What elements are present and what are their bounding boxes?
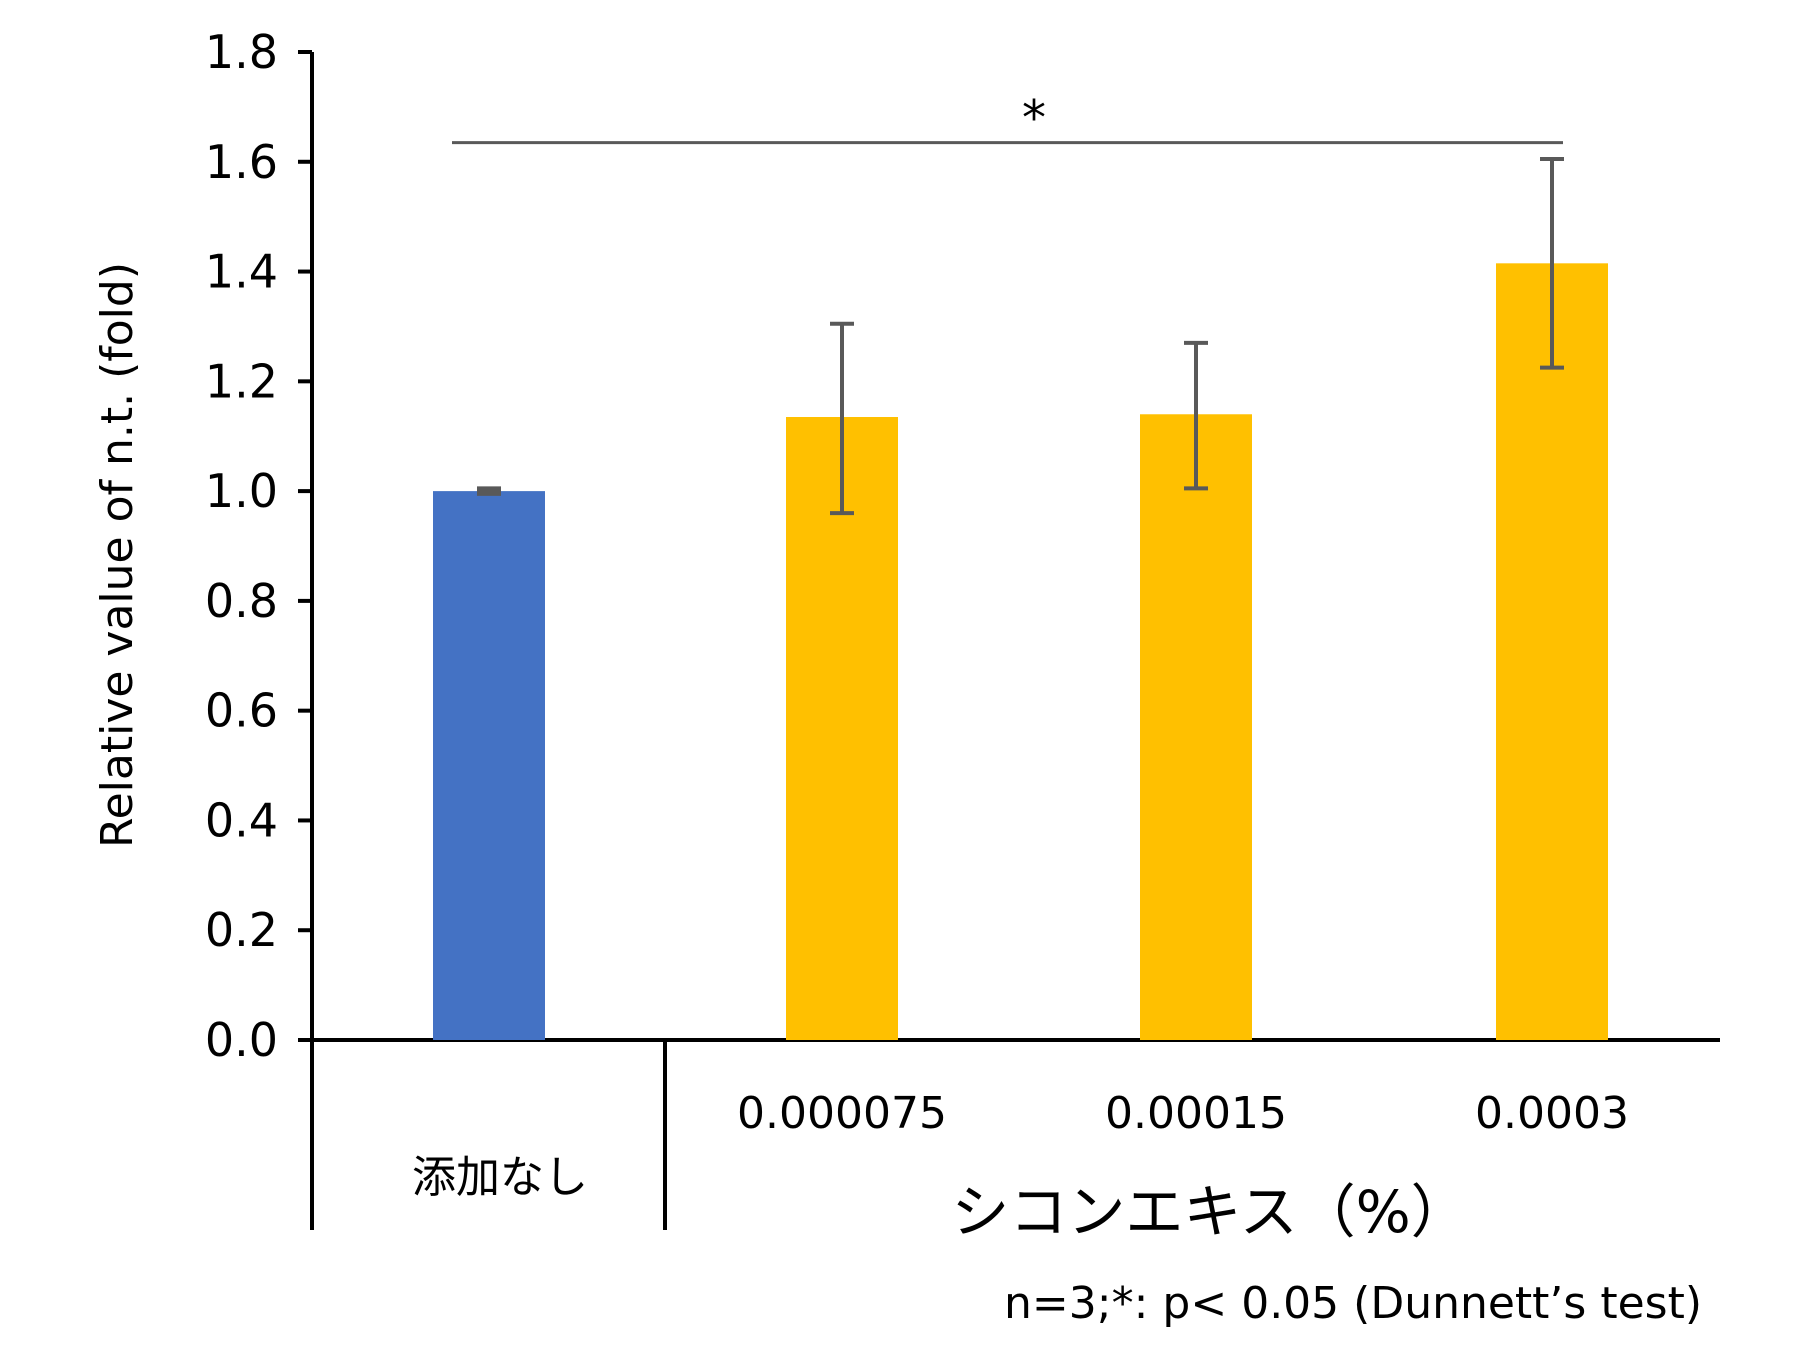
y-tick-label: 1.2: [205, 354, 278, 408]
axes: [310, 52, 1720, 1230]
bars: [433, 263, 1608, 1041]
bar-3: [1140, 414, 1252, 1040]
category-label-2: 0.000075: [737, 1088, 947, 1139]
category-label-1: 添加なし: [412, 1152, 588, 1203]
category-label-3: 0.00015: [1105, 1088, 1287, 1139]
y-tick-label: 0.4: [205, 793, 278, 847]
y-axis-label: Relative value of n.t. (fold): [92, 262, 143, 848]
category-label-4: 0.0003: [1475, 1088, 1629, 1139]
error-bar-4: [1540, 157, 1564, 370]
error-bar-2: [830, 321, 854, 516]
error-bar-1: [477, 486, 501, 496]
bar-4: [1496, 263, 1608, 1040]
y-tick-label: 0.2: [205, 903, 278, 957]
bar-1: [433, 491, 545, 1041]
y-ticks: 0.0 0.2 0.4 0.6 0.8 1.0 1.2 1.4 1.6 1.8: [205, 25, 312, 1067]
y-tick-label: 1.8: [205, 25, 278, 79]
bar-2: [786, 417, 898, 1040]
error-bar-3: [1184, 340, 1208, 491]
y-tick-label: 0.8: [205, 574, 278, 628]
footnote: n=3;*: p< 0.05 (Dunnett’s test): [1004, 1278, 1702, 1329]
y-tick-label: 1.4: [205, 245, 278, 299]
significance: *: [452, 91, 1563, 147]
group-label: シコンエキス（%）: [951, 1178, 1468, 1246]
y-tick-label: 1.0: [205, 464, 278, 518]
y-tick-label: 0.0: [205, 1013, 278, 1067]
error-bars: [477, 157, 1564, 516]
y-tick-label: 0.6: [205, 684, 278, 738]
y-tick-label: 1.6: [205, 135, 278, 189]
significance-star: *: [1022, 91, 1046, 147]
